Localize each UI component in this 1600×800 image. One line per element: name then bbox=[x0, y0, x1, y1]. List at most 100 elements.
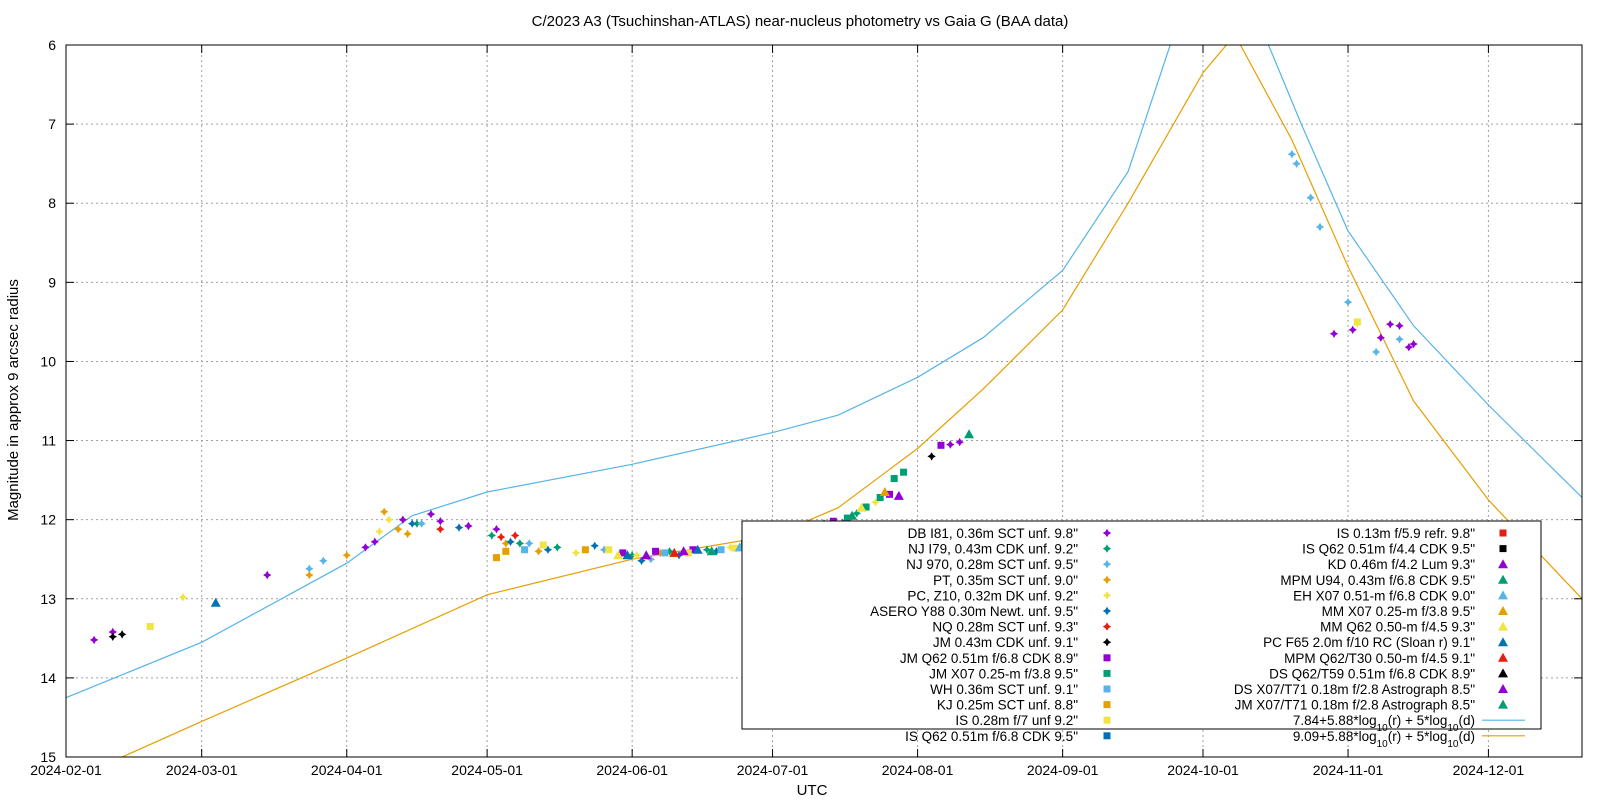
legend-label: PC F65 2.0m f/10 RC (Sloan r) 9.1" bbox=[1263, 635, 1475, 650]
data-point bbox=[464, 521, 473, 531]
y-tick-label: 10 bbox=[40, 353, 56, 369]
legend-label: IS 0.28m f/7 unf 9.2" bbox=[955, 713, 1078, 728]
data-point bbox=[605, 546, 613, 554]
data-point bbox=[487, 531, 496, 540]
legend-marker bbox=[1102, 575, 1112, 584]
data-point bbox=[454, 523, 464, 532]
legend-marker bbox=[1498, 637, 1508, 647]
legend-label: NJ I79, 0.43m CDK unf. 9.2" bbox=[908, 542, 1078, 557]
data-point bbox=[426, 509, 436, 519]
data-point bbox=[384, 515, 394, 524]
data-point bbox=[876, 494, 884, 502]
legend-subscript: 10 bbox=[1447, 738, 1459, 749]
legend-label: WH 0.36m SCT unf. 9.1" bbox=[930, 682, 1078, 697]
legend: DB I81, 0.36m SCT unf. 9.8"NJ I79, 0.43m… bbox=[741, 520, 1542, 749]
legend-marker bbox=[1102, 606, 1112, 616]
legend-subscript: 10 bbox=[1377, 738, 1389, 749]
data-point bbox=[210, 597, 221, 607]
data-point bbox=[394, 525, 403, 534]
legend-label: MM X07 0.25-m f/3.8 9.5" bbox=[1322, 604, 1476, 619]
y-tick-label: 12 bbox=[40, 512, 56, 528]
plot-frame bbox=[65, 44, 1583, 758]
data-point bbox=[370, 537, 379, 546]
x-tick-label: 2024-12-01 bbox=[1453, 762, 1525, 778]
x-tick-label: 2024-07-01 bbox=[737, 762, 809, 778]
legend-marker bbox=[1498, 668, 1508, 678]
legend-label: IS 0.13m f/5.9 refr. 9.8" bbox=[1337, 526, 1476, 541]
data-point bbox=[417, 519, 426, 528]
data-point bbox=[1329, 329, 1339, 338]
data-point bbox=[1395, 335, 1404, 344]
data-point bbox=[502, 547, 510, 555]
legend-marker bbox=[1498, 621, 1508, 631]
legend-marker bbox=[1103, 669, 1111, 677]
data-point bbox=[706, 546, 717, 556]
data-point bbox=[622, 550, 633, 560]
legend-label: KJ 0.25m SCT unf. 8.8" bbox=[937, 698, 1078, 713]
legend-marker bbox=[1498, 574, 1508, 584]
y-tick-label: 7 bbox=[48, 116, 56, 132]
legend-marker bbox=[1103, 654, 1111, 662]
legend-subscript: 10 bbox=[1447, 723, 1459, 734]
data-point bbox=[553, 543, 562, 552]
data-point bbox=[1353, 318, 1361, 326]
data-point bbox=[361, 543, 370, 552]
legend-label: JM Q62 0.51m f/6.8 CDK 8.9" bbox=[900, 651, 1078, 666]
legend-label: DS Q62/T59 0.51m f/6.8 CDK 8.9" bbox=[1269, 666, 1475, 681]
data-point bbox=[534, 547, 543, 556]
legend-label: DS X07/T71 0.18m f/2.8 Astrograph 8.5" bbox=[1234, 682, 1475, 697]
x-tick-label: 2024-10-01 bbox=[1167, 762, 1239, 778]
data-point bbox=[712, 547, 721, 556]
data-point bbox=[900, 468, 908, 476]
data-point bbox=[412, 519, 422, 528]
model-curve-0 bbox=[66, 45, 1171, 699]
data-point bbox=[571, 548, 581, 558]
y-tick-label: 13 bbox=[40, 591, 56, 607]
legend-marker bbox=[1498, 606, 1508, 615]
legend-marker bbox=[1102, 528, 1112, 538]
x-tick-label: 2024-03-01 bbox=[166, 762, 238, 778]
data-point bbox=[511, 531, 520, 540]
y-axis-label: Magnitude in approx 9 arcsec radius bbox=[5, 279, 22, 521]
data-point bbox=[656, 548, 665, 558]
legend-marker bbox=[1102, 591, 1112, 600]
data-point bbox=[964, 429, 975, 439]
data-point bbox=[543, 545, 553, 554]
data-point bbox=[890, 475, 898, 483]
data-point bbox=[108, 627, 117, 637]
data-point bbox=[665, 547, 674, 556]
data-point bbox=[590, 541, 599, 550]
legend-label: MM Q62 0.50-m f/4.5 9.3" bbox=[1320, 620, 1475, 635]
data-point bbox=[871, 498, 880, 507]
legend-marker bbox=[1103, 716, 1111, 724]
legend-text: 9.09+5.88*log bbox=[1293, 729, 1377, 744]
data-point bbox=[263, 570, 272, 580]
legend-text: (d) bbox=[1459, 729, 1476, 744]
data-point bbox=[1315, 222, 1325, 232]
legend-label: ASERO Y88 0.30m Newt. unf. 9.5" bbox=[870, 604, 1078, 619]
data-point bbox=[581, 546, 589, 554]
data-point bbox=[619, 549, 627, 557]
data-point bbox=[637, 556, 646, 565]
data-point bbox=[946, 440, 955, 449]
data-point bbox=[893, 490, 904, 500]
data-point bbox=[599, 545, 609, 554]
data-point bbox=[684, 549, 692, 557]
x-tick-label: 2024-09-01 bbox=[1027, 762, 1099, 778]
data-point bbox=[1404, 343, 1414, 352]
data-point bbox=[319, 556, 328, 565]
legend-label: JM X07 0.25-m f/3.8 9.5" bbox=[929, 666, 1078, 681]
data-point bbox=[726, 543, 735, 552]
y-tick-label: 11 bbox=[41, 433, 56, 449]
legend-label: PT, 0.35m SCT unf. 9.0" bbox=[933, 573, 1078, 588]
data-point bbox=[879, 486, 890, 496]
data-point bbox=[539, 541, 547, 549]
data-point bbox=[117, 630, 127, 639]
data-point bbox=[689, 546, 697, 554]
legend-marker bbox=[1498, 684, 1508, 693]
data-point bbox=[380, 507, 389, 516]
chart-title: C/2023 A3 (Tsuchinshan-ATLAS) near-nucle… bbox=[532, 13, 1069, 30]
data-point bbox=[1348, 325, 1357, 334]
legend-box bbox=[741, 520, 1542, 730]
